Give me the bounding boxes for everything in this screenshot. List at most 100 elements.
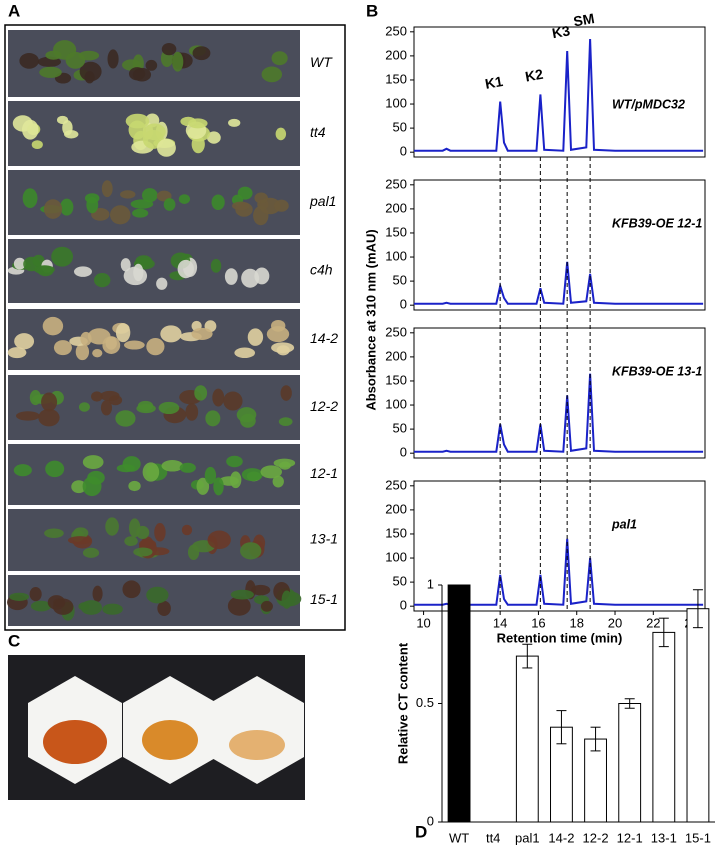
- seedling: [75, 343, 90, 361]
- seedling: [247, 328, 264, 346]
- seedling: [230, 589, 254, 600]
- seedling: [115, 410, 136, 427]
- plot-frame: [413, 327, 706, 459]
- seedling: [210, 258, 222, 273]
- seedling: [142, 462, 160, 482]
- y-tick-label: 0: [427, 813, 434, 828]
- bar: [652, 631, 676, 823]
- error-bar: [624, 698, 635, 709]
- y-tick-label: 100: [385, 248, 407, 263]
- bar: [515, 655, 539, 823]
- series-label: KFB39-OE 12-1: [612, 216, 702, 230]
- panel-letter: C: [8, 631, 20, 650]
- seedling: [107, 49, 119, 69]
- seedling: [234, 347, 256, 359]
- genotype-label: tt4: [310, 124, 326, 140]
- error-bar: [522, 643, 533, 669]
- x-tick-label: 14: [493, 615, 507, 630]
- seedling: [41, 392, 58, 412]
- seedling: [232, 201, 250, 211]
- seedling: [120, 190, 136, 199]
- seedling: [146, 337, 165, 356]
- seedling: [22, 119, 39, 140]
- panel-letter: D: [415, 822, 427, 841]
- y-tick-label: 0: [400, 297, 407, 312]
- y-tick-label: 200: [385, 348, 407, 363]
- x-tick-label: 18: [569, 615, 583, 630]
- y-tick-label: 150: [385, 525, 407, 540]
- seedling: [177, 259, 195, 279]
- seedling: [187, 544, 200, 561]
- seedling: [141, 188, 158, 203]
- y-tick-label: 50: [393, 273, 407, 288]
- y-tick-label: 0.5: [416, 695, 434, 710]
- seedling: [122, 456, 141, 472]
- seedling: [80, 331, 92, 346]
- seedling: [14, 333, 35, 350]
- seedling: [205, 410, 221, 427]
- seedling: [261, 66, 283, 83]
- seedling: [105, 517, 119, 536]
- x-tick-label: 22: [646, 615, 660, 630]
- seedling: [241, 468, 263, 482]
- x-tick-label: 12-2: [583, 830, 609, 845]
- chromatogram-line: [414, 261, 704, 305]
- seedling: [172, 51, 184, 72]
- seedling: [191, 327, 213, 340]
- seedling: [254, 267, 270, 285]
- seedling: [32, 254, 45, 267]
- peak-label: K1: [484, 73, 505, 92]
- seedling: [92, 585, 103, 602]
- seedling: [158, 401, 180, 415]
- seedling: [224, 268, 238, 285]
- error-bar: [658, 617, 669, 648]
- seedling: [29, 587, 42, 602]
- seedling-photo: [8, 509, 300, 571]
- seedling: [228, 118, 241, 127]
- seedling: [270, 319, 286, 332]
- seedling: [219, 476, 239, 486]
- x-axis-label: Retention time (min): [497, 630, 623, 645]
- seedling: [91, 391, 103, 402]
- seedling: [279, 461, 291, 470]
- seedling: [9, 592, 30, 601]
- seedling: [145, 59, 158, 71]
- seedling: [53, 340, 72, 356]
- genotype-label: 12-1: [310, 465, 338, 481]
- seedling: [227, 596, 251, 616]
- y-tick-label: 250: [385, 477, 407, 492]
- seedling: [143, 123, 166, 141]
- seedling: [13, 464, 32, 477]
- seedling: [136, 403, 156, 414]
- seedling: [102, 336, 121, 354]
- genotype-label: 13-1: [310, 531, 338, 547]
- seedling: [60, 198, 74, 216]
- seedling: [194, 385, 208, 401]
- seedling: [160, 325, 182, 343]
- y-tick-label: 0: [400, 598, 407, 613]
- seedling: [38, 408, 60, 427]
- seedling: [15, 411, 40, 421]
- bar: [618, 703, 642, 823]
- seedling: [136, 525, 150, 540]
- seedling: [78, 402, 90, 412]
- seedling: [275, 127, 287, 141]
- seedling: [100, 400, 113, 416]
- seedling: [211, 194, 225, 211]
- y-axis-label: Absorbance at 310 nm (mAU): [363, 229, 378, 410]
- seedling: [124, 536, 138, 547]
- seedling: [39, 66, 62, 78]
- y-tick-label: 0: [400, 445, 407, 460]
- seedling: [45, 50, 62, 60]
- series-label: KFB39-OE 13-1: [612, 364, 702, 378]
- seedling: [100, 390, 120, 402]
- seedling: [73, 266, 92, 277]
- x-tick-label: 12-1: [617, 830, 643, 845]
- seedling: [276, 345, 290, 356]
- seedling: [280, 385, 292, 401]
- seedling: [213, 477, 224, 496]
- y-tick-label: 200: [385, 200, 407, 215]
- seedling: [22, 188, 38, 209]
- y-tick-label: 200: [385, 501, 407, 516]
